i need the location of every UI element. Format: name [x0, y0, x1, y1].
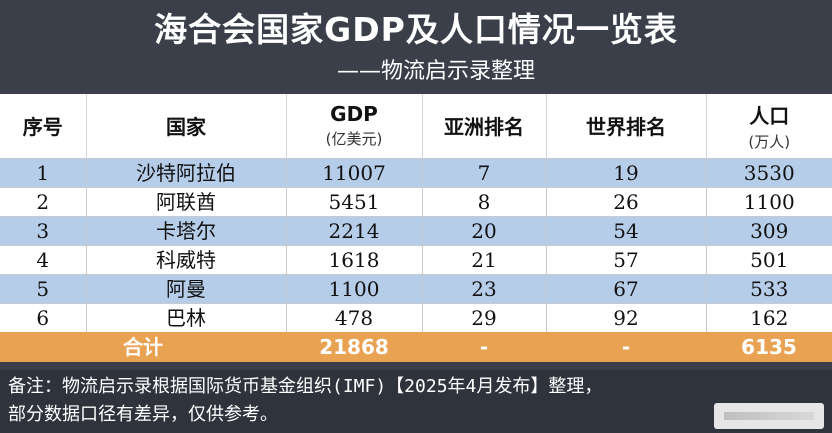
- cell-no: 4: [0, 244, 87, 274]
- cell-gdp: 11007: [286, 157, 423, 187]
- cell-population: 309: [706, 215, 832, 245]
- cell-country: 阿曼: [86, 273, 287, 303]
- cell-world-rank: 92: [546, 302, 707, 332]
- cell-world-rank: 54: [546, 215, 707, 245]
- cell-no: 6: [0, 302, 87, 332]
- cell-country: 卡塔尔: [86, 215, 287, 245]
- cell-no: 2: [0, 186, 87, 216]
- header-population-unit: (万人): [748, 132, 791, 151]
- total-gdp: 21868: [319, 334, 389, 359]
- header-population: 人口 (万人): [706, 94, 832, 158]
- cell-no: 5: [0, 273, 87, 303]
- cell-asia-rank: 8: [422, 186, 547, 216]
- cell-country: 阿联酋: [86, 186, 287, 216]
- table-row: 5 阿曼 1100 23 67 533: [0, 273, 832, 303]
- footnote-line-1: 备注：物流启示录根据国际货币基金组织(IMF)【2025年4月发布】整理，: [8, 376, 603, 397]
- page-title: 海合会国家GDP及人口情况一览表: [154, 10, 678, 49]
- cell-world-rank: 26: [546, 186, 707, 216]
- cell-asia-rank: 23: [422, 273, 547, 303]
- cell-asia-rank: 21: [422, 244, 547, 274]
- table-row: 3 卡塔尔 2214 20 54 309: [0, 215, 832, 245]
- cell-population: 1100: [706, 186, 832, 216]
- cell-country: 科威特: [86, 244, 287, 274]
- gdp-table: 序号 国家 GDP (亿美元) 亚洲排名 世界排名 人口 (万人) 1 沙特阿拉伯 …: [0, 94, 832, 362]
- cell-no: 1: [0, 157, 87, 187]
- cell-gdp: 5451: [286, 186, 423, 216]
- total-world-rank: -: [621, 334, 631, 359]
- cell-population: 533: [706, 273, 832, 303]
- cell-gdp: 478: [286, 302, 423, 332]
- cell-gdp: 1618: [286, 244, 423, 274]
- table-row: 4 科威特 1618 21 57 501: [0, 244, 832, 274]
- header-asia-rank: 亚洲排名: [422, 94, 547, 158]
- cell-population: 162: [706, 302, 832, 332]
- cell-asia-rank: 7: [422, 157, 547, 187]
- cell-asia-rank: 29: [422, 302, 547, 332]
- cell-country: 沙特阿拉伯: [86, 157, 287, 187]
- cell-asia-rank: 20: [422, 215, 547, 245]
- header-gdp: GDP (亿美元): [286, 94, 423, 158]
- cell-world-rank: 57: [546, 244, 707, 274]
- table-row: 1 沙特阿拉伯 11007 7 19 3530: [0, 157, 832, 187]
- header-no: 序号: [0, 94, 87, 158]
- total-population: 6135: [741, 334, 797, 359]
- footnote: 备注：物流启示录根据国际货币基金组织(IMF)【2025年4月发布】整理， 部分…: [0, 370, 832, 433]
- table-row: 6 巴林 478 29 92 162: [0, 302, 832, 332]
- cell-world-rank: 19: [546, 157, 707, 187]
- cell-country: 巴林: [86, 302, 287, 332]
- total-label: 合计: [123, 334, 163, 359]
- table-total-row: 合计 21868 - - 6135: [0, 331, 832, 362]
- table-header-row: 序号 国家 GDP (亿美元) 亚洲排名 世界排名 人口 (万人): [0, 94, 832, 158]
- footnote-line-2: 部分数据口径有差异，仅供参考。: [8, 404, 278, 425]
- total-asia-rank: -: [479, 334, 489, 359]
- header-world-rank: 世界排名: [546, 94, 707, 158]
- page-subtitle: ——物流启示录整理: [336, 59, 535, 84]
- watermark-logo: [714, 403, 824, 429]
- cell-gdp: 2214: [286, 215, 423, 245]
- header-country: 国家: [86, 94, 287, 158]
- gdp-table-container: 序号 国家 GDP (亿美元) 亚洲排名 世界排名 人口 (万人) 1 沙特阿拉伯 …: [0, 94, 832, 362]
- table-row: 2 阿联酋 5451 8 26 1100: [0, 186, 832, 216]
- cell-no: 3: [0, 215, 87, 245]
- header-gdp-unit: (亿美元): [325, 130, 383, 149]
- cell-world-rank: 67: [546, 273, 707, 303]
- cell-population: 3530: [706, 157, 832, 187]
- cell-population: 501: [706, 244, 832, 274]
- cell-gdp: 1100: [286, 273, 423, 303]
